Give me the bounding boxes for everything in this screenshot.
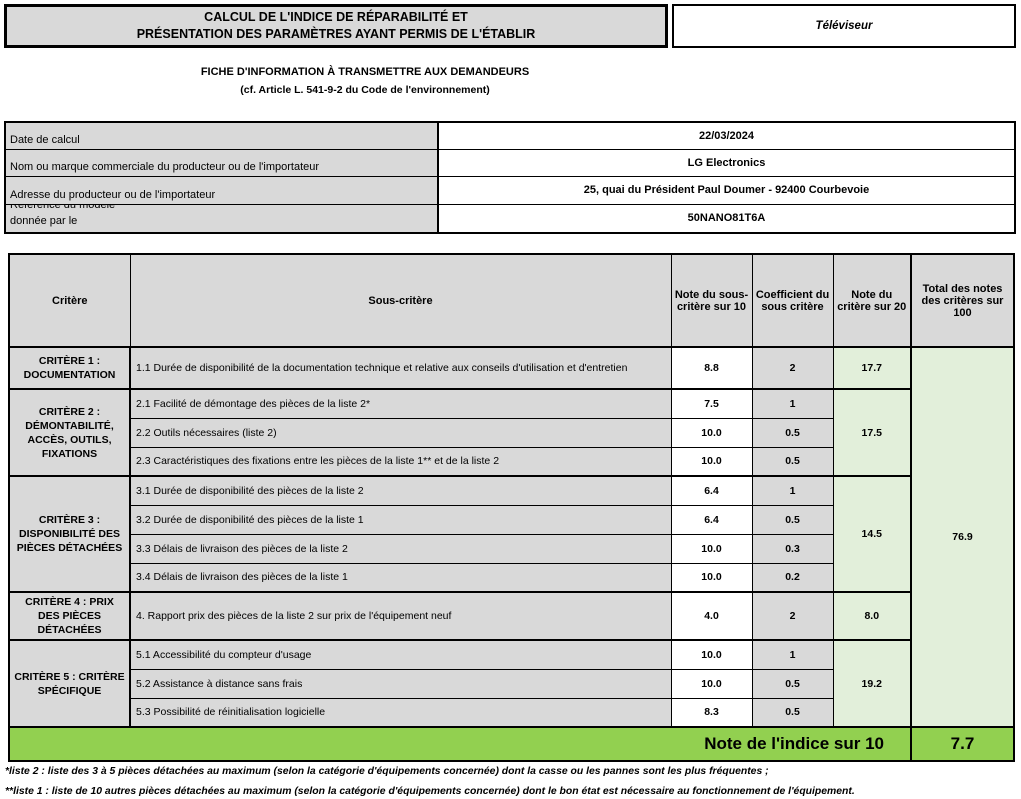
- subcriterion-3-2-score: 6.4: [670, 504, 753, 535]
- total-score-100: 76.9: [910, 346, 1015, 728]
- col-header-total: Total des notes des critères sur 100: [910, 253, 1015, 348]
- criterion-5-score-20: 19.2: [832, 639, 912, 728]
- criterion-4-label: CRITÈRE 4 : PRIX DES PIÈCES DÉTACHÉES: [8, 591, 131, 641]
- subcriterion-2-1-label: 2.1 Facilité de démontage des pièces de …: [129, 388, 672, 419]
- criterion-1-label: CRITÈRE 1 : DOCUMENTATION: [8, 346, 131, 390]
- subcriterion-3-4-coefficient: 0.2: [751, 562, 834, 593]
- subcriterion-2-1-score: 7.5: [670, 388, 753, 419]
- criterion-2-label: CRITÈRE 2 : DÉMONTABILITÉ, ACCÈS, OUTILS…: [8, 388, 131, 477]
- table-row: 5.3 Possibilité de réinitialisation logi…: [9, 697, 1014, 728]
- info-row-producer: Nom ou marque commerciale du producteur …: [4, 148, 1016, 177]
- info-label-model: Référence du modèle donnée par le: [4, 203, 439, 233]
- col-header-sous-critere: Sous-critère: [129, 253, 672, 348]
- final-index-value: 7.7: [910, 726, 1015, 762]
- info-label-producer: Nom ou marque commerciale du producteur …: [4, 148, 439, 177]
- criterion-1-score-20: 17.7: [832, 346, 912, 390]
- subcriterion-5-2-coefficient: 0.5: [751, 668, 834, 699]
- subcriterion-2-2-label: 2.2 Outils nécessaires (liste 2): [129, 417, 672, 448]
- subcriterion-3-3-coefficient: 0.3: [751, 533, 834, 564]
- table-row: CRITÈRE 5 : CRITÈRE SPÉCIFIQUE 5.1 Acces…: [8, 639, 1014, 728]
- col-header-coefficient: Coefficient du sous critère: [751, 253, 834, 348]
- criterion-3-score-20: 14.5: [832, 475, 912, 593]
- table-row: 3.4 Délais de livraison des pièces de la…: [9, 562, 1014, 593]
- table-row: 3.3 Délais de livraison des pièces de la…: [9, 533, 1014, 564]
- subcriterion-2-1-coefficient: 1: [751, 388, 834, 419]
- subcriterion-5-1-score: 10.0: [670, 639, 753, 670]
- table-row: 5.2 Assistance à distance sans frais 10.…: [9, 668, 1014, 699]
- repairability-criteria-table: Critère Sous-critère Note du sous-critèr…: [8, 253, 1015, 762]
- subcriterion-3-1-coefficient: 1: [751, 475, 834, 506]
- subcriterion-5-2-label: 5.2 Assistance à distance sans frais: [129, 668, 672, 699]
- table-row: CRITÈRE 3 : DISPONIBILITÉ DES PIÈCES DÉT…: [8, 475, 1014, 593]
- subcriterion-2-3-coefficient: 0.5: [751, 446, 834, 477]
- criterion-5-label: CRITÈRE 5 : CRITÈRE SPÉCIFIQUE: [8, 639, 131, 728]
- subcriterion-4-coefficient: 2: [751, 591, 834, 641]
- info-label-model-line1: Référence du modèle: [10, 204, 116, 211]
- subcriterion-5-2-score: 10.0: [670, 668, 753, 699]
- info-label-date: Date de calcul: [4, 121, 439, 150]
- col-header-note-sous-critere: Note du sous-critère sur 10: [670, 253, 753, 348]
- col-header-note-critere: Note du critère sur 20: [832, 253, 912, 348]
- table-row: CRITÈRE 1 : DOCUMENTATION 1.1 Durée de d…: [8, 346, 1015, 728]
- subcriterion-2-2-coefficient: 0.5: [751, 417, 834, 448]
- subcriterion-3-4-score: 10.0: [670, 562, 753, 593]
- subcriterion-4-score: 4.0: [670, 591, 753, 641]
- product-type-box: Téléviseur: [672, 4, 1016, 48]
- info-label-address: Adresse du producteur ou de l'importateu…: [4, 175, 439, 205]
- document-title-box: CALCUL DE L'INDICE DE RÉPARABILITÉ ET PR…: [4, 4, 668, 48]
- subcriterion-5-1-label: 5.1 Accessibilité du compteur d'usage: [129, 639, 672, 670]
- document-title-line1: CALCUL DE L'INDICE DE RÉPARABILITÉ ET: [204, 10, 468, 24]
- subcriterion-1-1-score: 8.8: [670, 346, 753, 390]
- subcriterion-3-1-label: 3.1 Durée de disponibilité des pièces de…: [129, 475, 672, 506]
- subcriterion-5-1-coefficient: 1: [751, 639, 834, 670]
- product-type-label: Téléviseur: [815, 20, 873, 32]
- table-row: CRITÈRE 2 : DÉMONTABILITÉ, ACCÈS, OUTILS…: [8, 388, 1014, 477]
- criterion-4-score-20: 8.0: [832, 591, 912, 641]
- table-row: 3.2 Durée de disponibilité des pièces de…: [9, 504, 1014, 535]
- criterion-2-score-20: 17.5: [832, 388, 912, 477]
- subcriterion-5-3-label: 5.3 Possibilité de réinitialisation logi…: [129, 697, 672, 728]
- table-header-row: Critère Sous-critère Note du sous-critèr…: [8, 253, 1015, 348]
- subcriterion-1-1-label: 1.1 Durée de disponibilité de la documen…: [129, 346, 672, 390]
- document-title-line2: PRÉSENTATION DES PARAMÈTRES AYANT PERMIS…: [136, 27, 536, 41]
- producer-info-table: Date de calcul 22/03/2024 Nom ou marque …: [4, 121, 1016, 234]
- subcriterion-3-2-coefficient: 0.5: [751, 504, 834, 535]
- subcriterion-5-3-coefficient: 0.5: [751, 697, 834, 728]
- table-row: 2.3 Caractéristiques des fixations entre…: [9, 446, 1014, 477]
- table-row: 2.2 Outils nécessaires (liste 2) 10.0 0.…: [9, 417, 1014, 448]
- subcriterion-2-3-score: 10.0: [670, 446, 753, 477]
- subcriterion-2-3-label: 2.3 Caractéristiques des fixations entre…: [129, 446, 672, 477]
- col-header-critere: Critère: [8, 253, 131, 348]
- info-row-address: Adresse du producteur ou de l'importateu…: [4, 175, 1016, 205]
- info-value-date: 22/03/2024: [437, 121, 1016, 150]
- subcriterion-5-3-score: 8.3: [670, 697, 753, 728]
- criterion-3-label: CRITÈRE 3 : DISPONIBILITÉ DES PIÈCES DÉT…: [8, 475, 131, 593]
- info-row-date: Date de calcul 22/03/2024: [4, 121, 1016, 150]
- subtitle-line2: (cf. Article L. 541-9-2 du Code de l'env…: [240, 84, 490, 96]
- subcriterion-3-4-label: 3.4 Délais de livraison des pièces de la…: [129, 562, 672, 593]
- footnote-liste2: *liste 2 : liste des 3 à 5 pièces détach…: [5, 766, 769, 777]
- info-label-model-line2: donnée par le: [10, 214, 78, 227]
- subcriterion-2-2-score: 10.0: [670, 417, 753, 448]
- final-index-row: Note de l'indice sur 10 7.7: [8, 726, 1015, 762]
- subcriterion-3-2-label: 3.2 Durée de disponibilité des pièces de…: [129, 504, 672, 535]
- subcriterion-4-label: 4. Rapport prix des pièces de la liste 2…: [129, 591, 672, 641]
- footnote-liste1: **liste 1 : liste de 10 autres pièces dé…: [5, 786, 855, 797]
- subcriterion-3-3-label: 3.3 Délais de livraison des pièces de la…: [129, 533, 672, 564]
- subcriterion-3-1-score: 6.4: [670, 475, 753, 506]
- subtitle-line1: FICHE D'INFORMATION À TRANSMETTRE AUX DE…: [200, 66, 530, 78]
- info-value-address: 25, quai du Président Paul Doumer - 9240…: [437, 175, 1016, 205]
- info-value-producer: LG Electronics: [437, 148, 1016, 177]
- final-index-label: Note de l'indice sur 10: [8, 726, 912, 762]
- info-row-model: Référence du modèle donnée par le 50NANO…: [4, 203, 1016, 233]
- info-value-model: 50NANO81T6A: [437, 203, 1016, 233]
- subcriterion-3-3-score: 10.0: [670, 533, 753, 564]
- table-row: CRITÈRE 4 : PRIX DES PIÈCES DÉTACHÉES 4.…: [8, 591, 1014, 641]
- subcriterion-1-1-coefficient: 2: [751, 346, 834, 390]
